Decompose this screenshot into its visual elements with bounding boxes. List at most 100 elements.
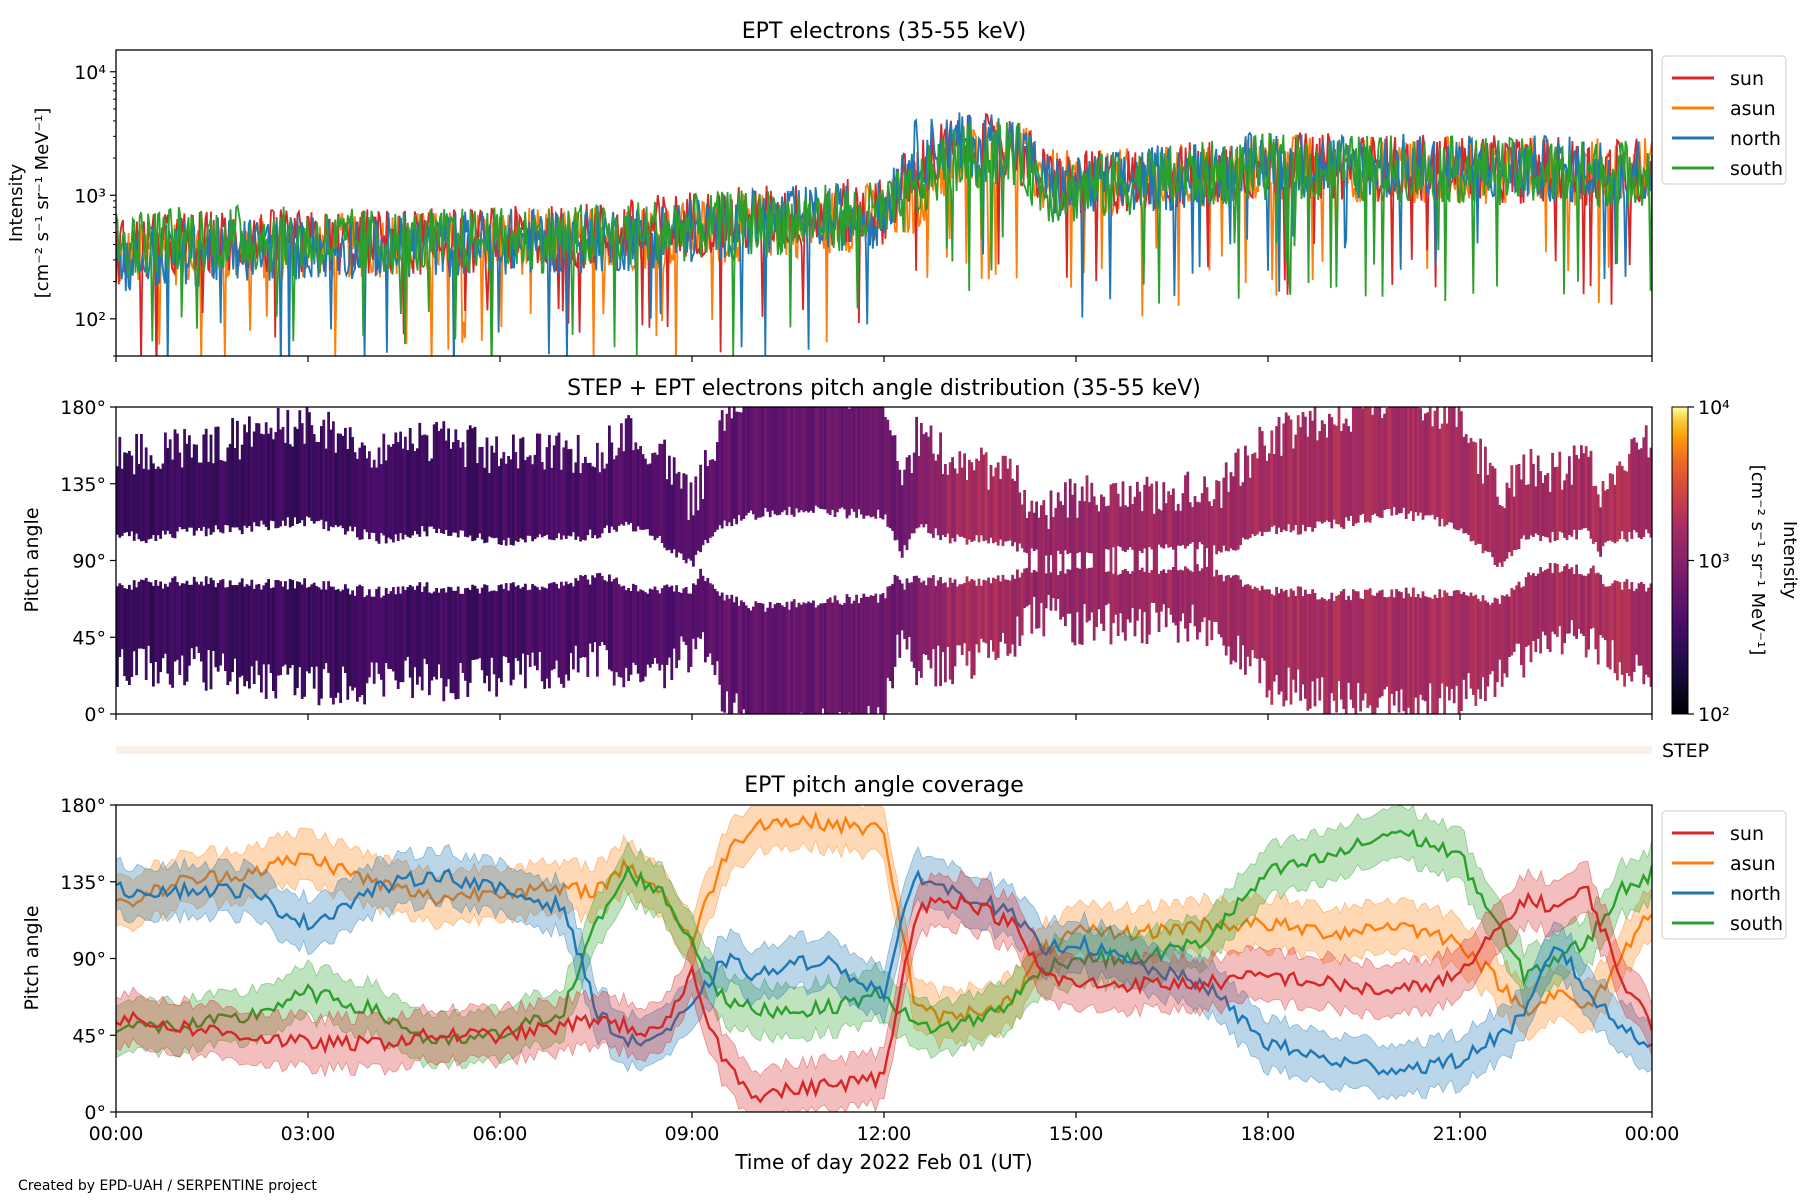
heatmap-cell (1323, 423, 1326, 523)
heatmap-cell (195, 444, 198, 531)
heatmap-cell (1517, 581, 1521, 644)
ytick-label: 10² (74, 309, 106, 331)
heatmap-cell (1462, 591, 1466, 680)
heatmap-cell (1239, 579, 1242, 670)
heatmap-cell (1347, 426, 1350, 521)
heatmap-cell (1522, 454, 1526, 536)
heatmap-cell (804, 603, 808, 714)
heatmap-cell (255, 584, 258, 661)
heatmap-cell (951, 457, 954, 539)
heatmap-cell (1467, 596, 1470, 674)
ytick-label: 180° (60, 795, 106, 817)
heatmap-cell (624, 590, 628, 668)
heatmap-cell (389, 446, 393, 540)
heatmap-cell (1296, 586, 1300, 670)
heatmap-cell (996, 462, 1000, 546)
heatmap-cell (1258, 426, 1262, 532)
heatmap-cell (1107, 571, 1110, 604)
heatmap-cell (252, 431, 256, 523)
heatmap-cell (723, 430, 726, 521)
heatmap-cell (1409, 407, 1413, 512)
heatmap-cell (1584, 446, 1588, 529)
heatmap-cell (1553, 563, 1557, 635)
heatmap-cell (749, 610, 753, 714)
heatmap-cell (1251, 589, 1254, 651)
heatmap-cell (1330, 592, 1334, 694)
heatmap-cell (166, 586, 170, 674)
heatmap-cell (1162, 569, 1166, 605)
heatmap-cell (1004, 579, 1007, 644)
heatmap-cell (245, 584, 249, 682)
heatmap-cell (1349, 431, 1353, 516)
heatmap-cell (286, 589, 290, 675)
panel1-y-axis: 10² 10³ 10⁴ (74, 62, 116, 357)
heatmap-cell (896, 460, 899, 540)
heatmap-cell (920, 582, 923, 678)
heatmap-cell (248, 585, 251, 689)
heatmap-cell (514, 452, 518, 541)
heatmap-cell (377, 447, 381, 544)
heatmap-cell (437, 430, 441, 529)
heatmap-cell (257, 583, 261, 676)
heatmap-cell (1215, 480, 1218, 555)
heatmap-cell (411, 443, 414, 536)
heatmap-cell (320, 589, 323, 699)
coverage-band-north (116, 843, 1652, 1101)
heatmap-cell (1534, 575, 1538, 653)
heatmap-cell (766, 407, 770, 512)
heatmap-cell (154, 580, 158, 662)
heatmap-cell (1580, 445, 1583, 530)
heatmap-cell (984, 452, 988, 541)
heatmap-cell (1649, 447, 1652, 538)
heatmap-cell (531, 583, 534, 653)
heatmap-cell (826, 407, 830, 514)
heatmap-cell (1316, 599, 1319, 679)
heatmap-cell (1431, 598, 1434, 714)
heatmap-cell (540, 586, 544, 682)
heatmap-cell (802, 407, 806, 513)
heatmap-cell (404, 590, 407, 661)
heatmap-cell (1594, 573, 1598, 650)
heatmap-cell (776, 602, 779, 714)
heatmap-cell (461, 593, 465, 673)
heatmap-cell (713, 460, 717, 533)
heatmap-cell (531, 464, 534, 542)
heatmap-cell (1248, 477, 1252, 538)
colorbar-tick-label: 10⁴ (1698, 397, 1730, 419)
heatmap-cell (1572, 574, 1576, 637)
heatmap-cell (543, 587, 546, 689)
heatmap-cell (1486, 602, 1490, 687)
heatmap-cell (953, 468, 957, 542)
heatmap-cell (1407, 407, 1410, 514)
heatmap-cell (1469, 437, 1473, 542)
heatmap-cell (1505, 594, 1509, 678)
heatmap-cell (1244, 445, 1247, 540)
heatmap-cell (401, 586, 405, 683)
heatmap-cell (550, 582, 554, 671)
heatmap-cell (156, 585, 160, 684)
heatmap-cell (1376, 407, 1379, 517)
heatmap-cell (1414, 407, 1418, 513)
heatmap-cell (305, 587, 309, 672)
heatmap-cell (1373, 407, 1377, 514)
heatmap-cell (1575, 454, 1578, 540)
heatmap-cell (1265, 460, 1269, 532)
heatmap-cell (1500, 595, 1504, 687)
heatmap-cell (651, 453, 654, 536)
heatmap-cell (1532, 573, 1535, 642)
heatmap-cell (557, 588, 561, 678)
heatmap-cell (1066, 517, 1070, 555)
heatmap-cell (1265, 589, 1269, 698)
heatmap-cell (615, 455, 618, 532)
heatmap-cell (718, 595, 722, 685)
heatmap-cell (485, 437, 489, 543)
heatmap-cell (1241, 586, 1245, 646)
heatmap-cell (1188, 502, 1192, 544)
heatmap-cell (1390, 589, 1394, 694)
heatmap-cell (884, 416, 887, 515)
heatmap-cell (1311, 589, 1314, 682)
heatmap-cell (1011, 574, 1014, 645)
heatmap-cell (773, 604, 777, 714)
heatmap-cell (176, 433, 179, 532)
heatmap-cell (812, 600, 815, 714)
